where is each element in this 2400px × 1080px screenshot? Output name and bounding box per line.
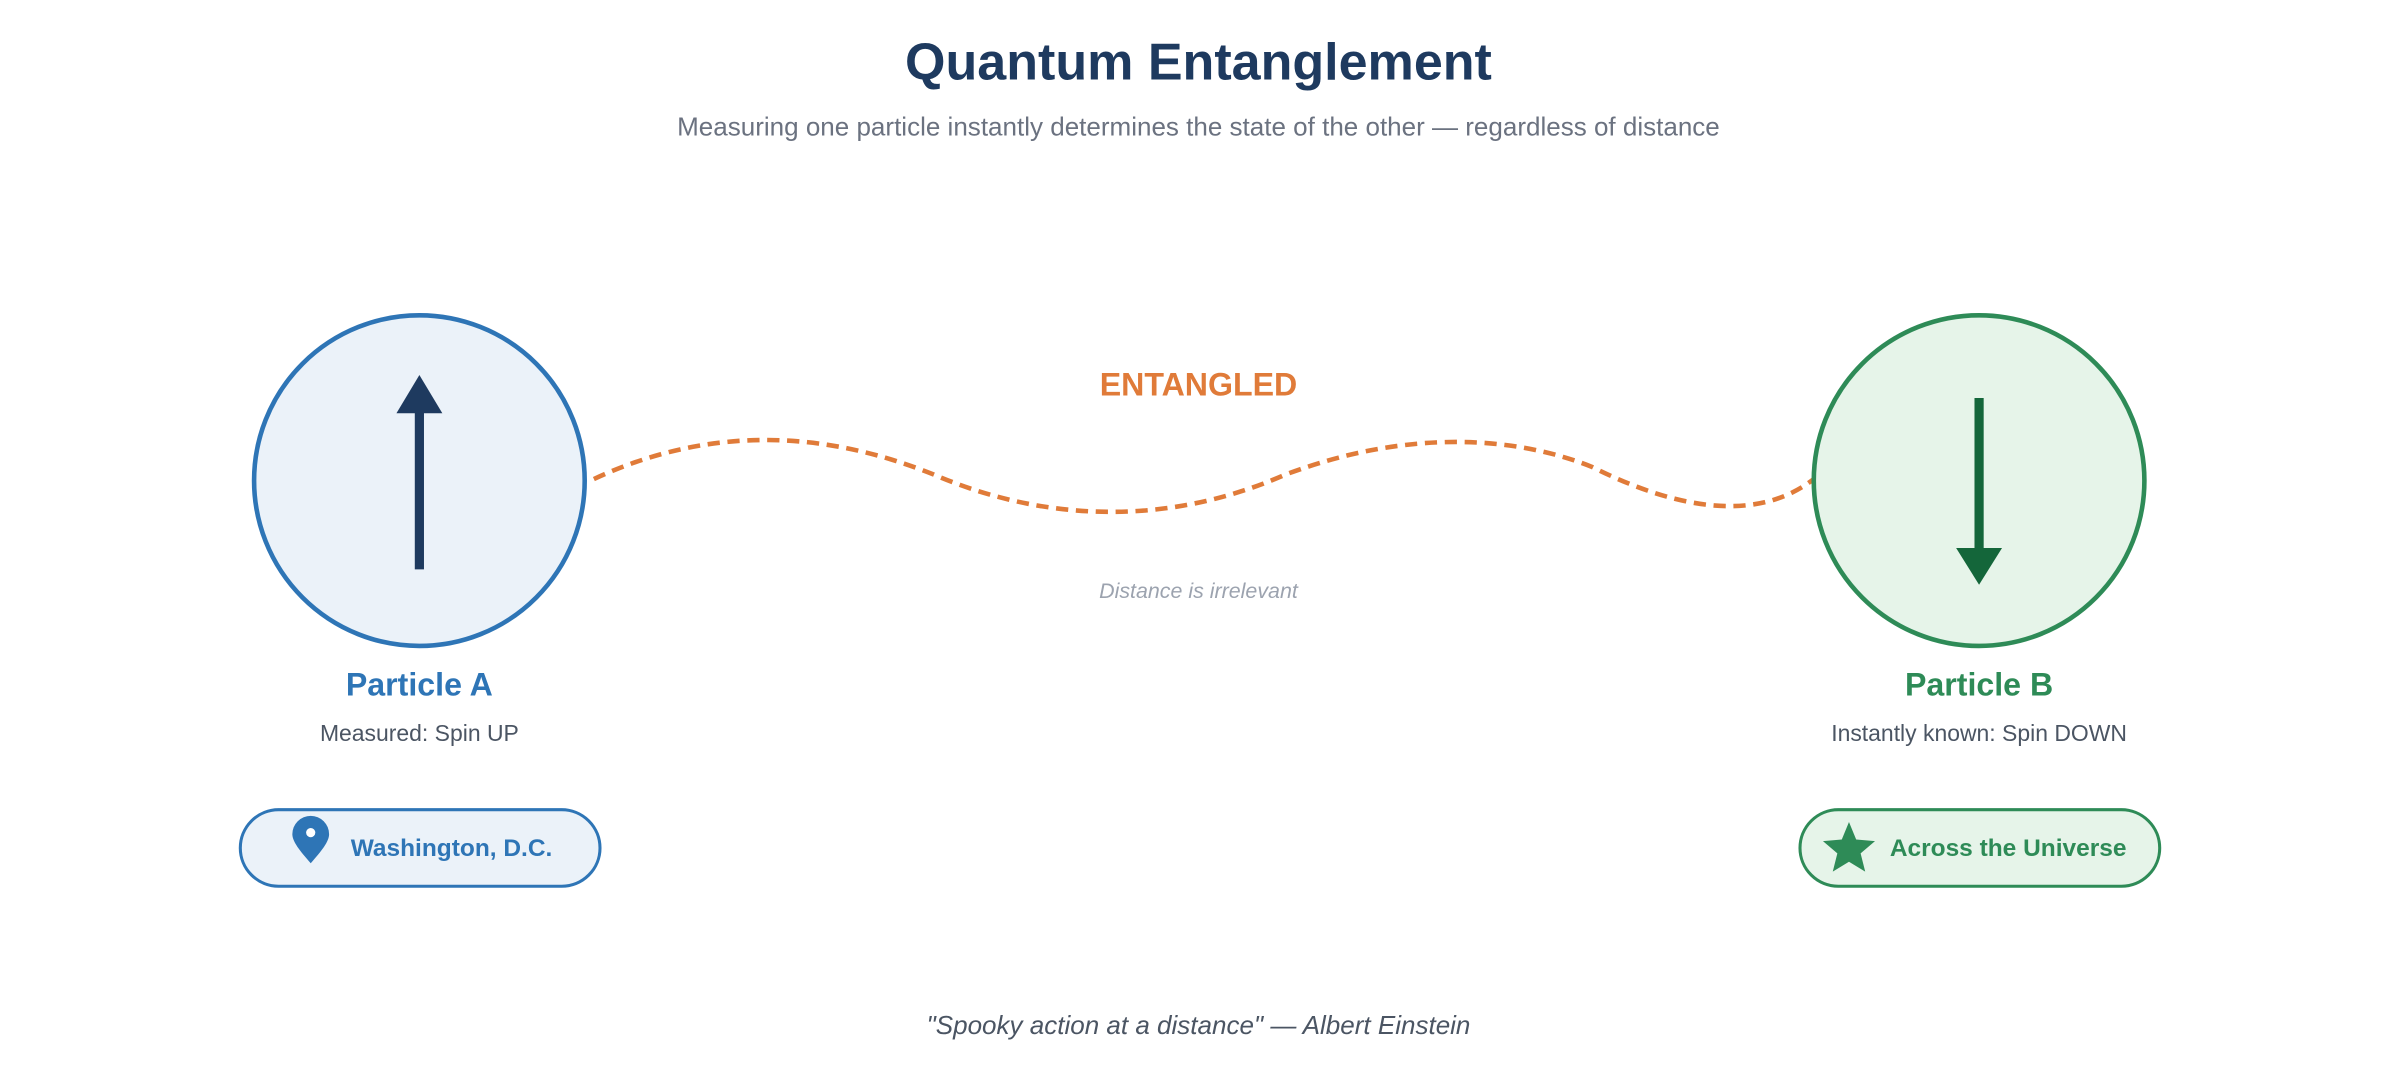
spin-down-head: [1956, 547, 2003, 585]
particle-a-name: Particle A: [346, 667, 493, 703]
title: Quantum Entanglement: [905, 34, 1492, 92]
particle-b-state: Instantly known: Spin DOWN: [1831, 720, 2127, 746]
particle-a-state: Measured: Spin UP: [320, 720, 519, 746]
location-a: Washington, D.C.: [351, 835, 553, 862]
subtitle: Measuring one particle instantly determi…: [677, 111, 1720, 141]
star-icon: [1822, 821, 1875, 872]
particle-b-name: Particle B: [1905, 667, 2053, 703]
spin-up-head: [396, 375, 443, 414]
entanglement-wave: [592, 437, 1816, 515]
location-b-pill: [1798, 808, 2162, 888]
entangled-label: ENTANGLED: [1100, 367, 1298, 403]
location-b: Across the Universe: [1890, 835, 2127, 862]
pin-icon: [292, 815, 330, 864]
distance-note: Distance is irrelevant: [1099, 579, 1299, 603]
location-a-pill: [238, 808, 602, 888]
pin-dot: [306, 828, 316, 838]
quote: "Spooky action at a distance" — Albert E…: [927, 1010, 1471, 1040]
